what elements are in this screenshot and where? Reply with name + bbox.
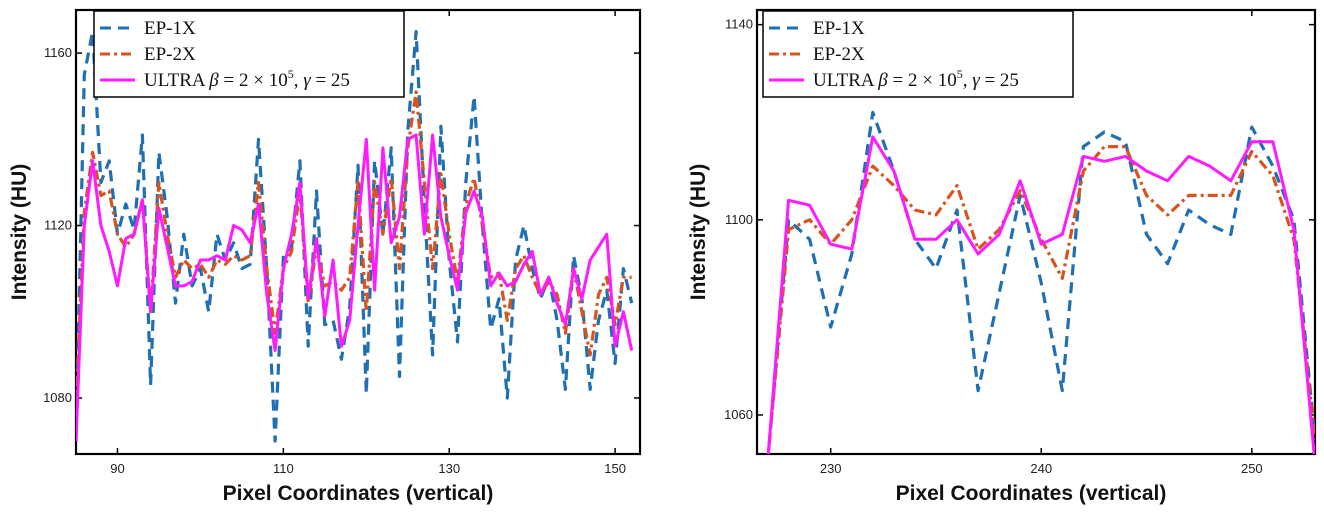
left-y-tick-label: 1080 [43, 390, 72, 405]
left-x-tick-label: 150 [604, 461, 626, 476]
right-x-tick-label: 250 [1241, 461, 1263, 476]
right-x-axis-label: Pixel Coordinates (vertical) [896, 482, 1167, 505]
right-series-layer [766, 110, 1315, 454]
right-legend-box [762, 10, 1074, 98]
right-series-ep-2x [766, 145, 1315, 454]
right-chart-panel: 230 240 250 1060 1100 1140 Pixel Coordinates … [687, 8, 1317, 505]
left-y-axis-label: Intensity (HU) [8, 164, 31, 301]
right-legend-ep1-label: EP-1X [813, 18, 865, 39]
left-plot-frame [74, 8, 642, 456]
right-series-ep-1x [766, 110, 1315, 454]
right-y-tick-label: 1100 [725, 212, 753, 227]
left-series-layer [76, 30, 634, 443]
right-y-axis-label: Intensity (HU) [687, 164, 710, 301]
left-x-axis-label: Pixel Coordinates (vertical) [223, 482, 494, 505]
right-x-tick-label: 240 [1030, 461, 1052, 476]
left-x-tick-label: 110 [273, 461, 294, 476]
right-y-tick-label: 1060 [724, 407, 753, 422]
left-legend-box [93, 10, 405, 98]
left-y-tick-label: 1160 [44, 45, 72, 60]
left-y-tick-label: 1120 [44, 218, 72, 233]
left-tick-layer: 90 110 130 150 1080 1120 1160 [43, 10, 640, 476]
right-y-tick-label: 1140 [725, 17, 753, 32]
left-legend: EP-1X EP-2X ULTRA β = 2 × 105, γ = 25 [93, 10, 405, 98]
left-chart-panel: 90 110 130 150 1080 1120 1160 Pixel Coordinate… [8, 8, 642, 505]
right-plot-frame [755, 8, 1317, 456]
left-legend-ultra-label: ULTRA β = 2 × 105, γ = 25 [144, 67, 350, 91]
left-series-ep-2x [76, 90, 632, 407]
right-legend-ultra-label: ULTRA β = 2 × 105, γ = 25 [813, 67, 1019, 91]
left-series-ultra [76, 133, 634, 442]
left-legend-ep1-label: EP-1X [144, 18, 196, 39]
left-series-ep-1x [76, 30, 634, 443]
left-legend-ep2-label: EP-2X [144, 44, 196, 65]
left-x-tick-label: 90 [110, 461, 124, 476]
left-x-tick-label: 130 [438, 461, 460, 476]
right-legend-ep2-label: EP-2X [813, 44, 865, 65]
right-x-tick-label: 230 [820, 461, 842, 476]
right-legend: EP-1X EP-2X ULTRA β = 2 × 105, γ = 25 [762, 10, 1074, 98]
right-series-ultra [766, 135, 1315, 454]
